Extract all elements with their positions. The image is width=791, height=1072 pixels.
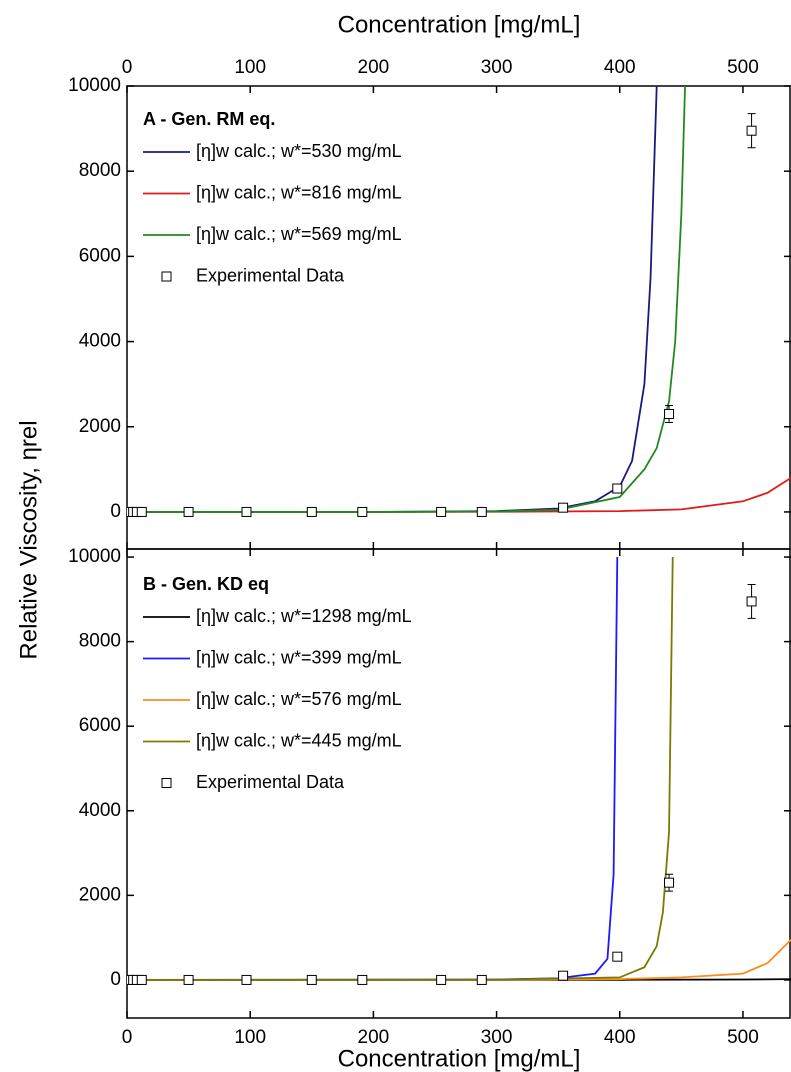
x-tick-label: 500 — [727, 57, 759, 78]
model-line — [127, 86, 686, 513]
y-tick-label: 0 — [110, 969, 121, 990]
y-axis-label: Relative Viscosity, ηrel — [15, 420, 42, 659]
data-point — [357, 506, 368, 517]
data-point — [664, 408, 675, 419]
legend-label: Experimental Data — [196, 772, 345, 792]
legend-label: [η]w calc.; w*=576 mg/mL — [196, 689, 402, 709]
x-tick-label: 300 — [481, 57, 513, 78]
data-point — [558, 502, 569, 513]
y-tick-label: 8000 — [79, 631, 121, 652]
x-tick-label: 0 — [122, 57, 133, 78]
legend-label: [η]w calc.; w*=530 mg/mL — [196, 141, 402, 161]
y-tick-label: 10000 — [68, 75, 121, 96]
model-line — [127, 477, 791, 513]
x-tick-label: 500 — [727, 1027, 759, 1048]
data-point — [436, 974, 447, 985]
data-point — [746, 125, 757, 136]
y-tick-label: 0 — [110, 501, 121, 522]
x-tick-label: 100 — [234, 1027, 266, 1048]
data-point — [476, 506, 487, 517]
y-tick-label: 6000 — [79, 245, 121, 266]
model-line — [127, 557, 674, 981]
data-point — [306, 974, 317, 985]
data-point — [476, 974, 487, 985]
panel-label: B - Gen. KD eq — [143, 574, 269, 594]
data-point — [664, 877, 675, 888]
data-point — [136, 974, 147, 985]
x-tick-label: 400 — [604, 57, 636, 78]
legend-marker — [161, 271, 172, 282]
legend-label: [η]w calc.; w*=445 mg/mL — [196, 730, 402, 750]
legend-label: [η]w calc.; w*=569 mg/mL — [196, 224, 402, 244]
data-point — [183, 974, 194, 985]
model-line — [127, 939, 791, 981]
x-tick-label: 0 — [122, 1027, 133, 1048]
x-tick-label: 300 — [481, 1027, 513, 1048]
data-point — [306, 506, 317, 517]
data-point — [183, 506, 194, 517]
x-tick-label: 200 — [358, 1027, 390, 1048]
legend-label: [η]w calc.; w*=1298 mg/mL — [196, 606, 412, 626]
y-tick-label: 2000 — [79, 884, 121, 905]
legend-label: [η]w calc.; w*=399 mg/mL — [196, 647, 402, 667]
data-point — [241, 974, 252, 985]
data-point — [436, 506, 447, 517]
x-axis-label: Concentration [mg/mL] — [338, 11, 581, 38]
data-point — [612, 483, 623, 494]
data-point — [558, 970, 569, 981]
data-point — [746, 596, 757, 607]
y-tick-label: 4000 — [79, 800, 121, 821]
x-tick-label: 400 — [604, 1027, 636, 1048]
x-tick-label: 100 — [234, 57, 266, 78]
data-point — [357, 974, 368, 985]
x-tick-label: 200 — [358, 57, 390, 78]
x-axis-label: Concentration [mg/mL] — [338, 1045, 581, 1072]
legend-label: Experimental Data — [196, 265, 345, 285]
data-point — [136, 506, 147, 517]
plot-frame — [126, 548, 791, 1019]
y-tick-label: 2000 — [79, 416, 121, 437]
y-tick-label: 6000 — [79, 715, 121, 736]
legend-marker — [161, 778, 172, 788]
data-point — [612, 951, 623, 962]
plot-area — [127, 86, 791, 517]
y-tick-label: 8000 — [79, 160, 121, 181]
y-tick-label: 10000 — [68, 546, 121, 567]
legend-label: [η]w calc.; w*=816 mg/mL — [196, 182, 402, 202]
data-point — [241, 506, 252, 517]
panel-label: A - Gen. RM eq. — [143, 109, 275, 129]
y-tick-label: 4000 — [79, 331, 121, 352]
plot-area — [127, 557, 791, 985]
